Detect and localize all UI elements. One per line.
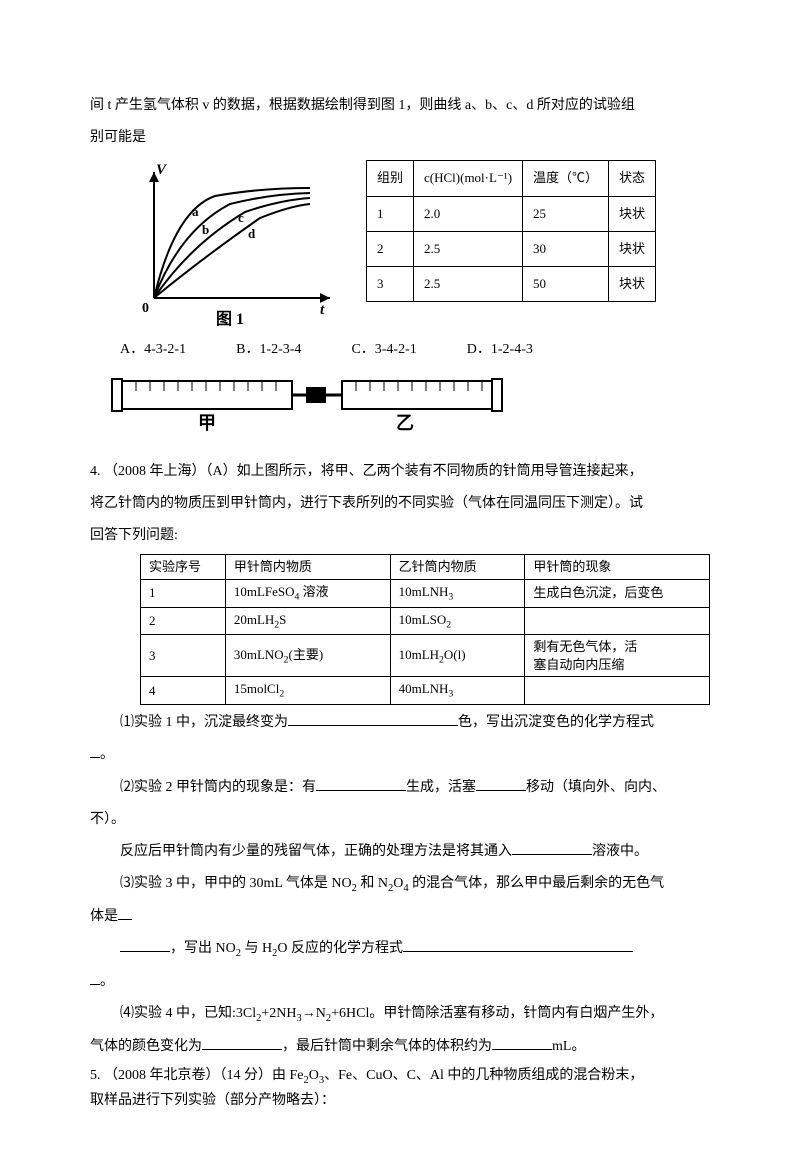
experiment-table: 实验序号 甲针筒内物质 乙针筒内物质 甲针筒的现象 1 10mLFeSO4 溶液… [140,554,710,705]
blank [403,937,633,952]
th-state: 状态 [609,161,656,196]
cell: 块状 [609,231,656,266]
eth: 乙针筒内物质 [390,555,525,580]
svg-text:乙: 乙 [396,413,414,433]
svg-text:V: V [156,162,168,178]
sub-q3b: 体是 [90,901,710,933]
blank [476,776,526,791]
sub-q3: ⑶实验 3 中，甲中的 30mL 气体是 NO2 和 N2O4 的混合气体，那么… [120,868,710,901]
th-temp: 温度（℃） [523,161,609,196]
svg-text:t: t [320,302,325,318]
cell: 2.5 [414,266,523,301]
cell: 2.0 [414,196,523,231]
cell: 3 [367,266,414,301]
txt: 气体的颜色变化为 [90,1039,202,1054]
cell: 块状 [609,196,656,231]
svg-text:0: 0 [142,301,149,316]
cell: 25 [523,196,609,231]
q4-line2: 将乙针筒内的物质压到甲针筒内，进行下表所列的不同实验（气体在同温同压下测定）。试 [90,488,710,520]
txt: ⑵实验 2 甲针筒内的现象是：有 [120,780,316,795]
cell [525,607,710,635]
syringe-figure: 甲 乙 [110,371,710,452]
intro-line2: 别可能是 [90,122,710,154]
cell: 剩有无色气体，活塞自动向内压缩 [525,635,710,677]
q5-line1: 5. （2008 年北京卷）（14 分）由 Fe2O3、Fe、CuO、C、Al … [90,1064,710,1090]
svg-text:b: b [202,222,209,237]
blank [202,1035,282,1050]
blank [120,937,170,952]
th-conc: c(HCl)(mol·L⁻¹) [414,161,523,196]
txt: 。 [100,974,114,989]
txt: ⑴实验 1 中，沉淀最终变为 [120,715,288,730]
eth: 实验序号 [141,555,226,580]
txt: 生成，活塞 [406,780,476,795]
sub-q2b: 不）。 [90,804,710,836]
txt: 。 [100,747,114,762]
cell: 3 [141,635,226,677]
option-c: C．3-4-2-1 [351,334,416,366]
cell: 40mLNH3 [390,677,525,705]
graph-figure: V t 0 a b c d 图 1 [120,160,348,328]
option-d: D．1-2-4-3 [467,334,533,366]
cell [525,677,710,705]
txt: 色，写出沉淀变色的化学方程式 [458,715,654,730]
q5-line2: 取样品进行下列实验（部分产物略去）： [90,1089,710,1113]
txt: 移动（填向外、向内、 [526,780,666,795]
data-table: 组别 c(HCl)(mol·L⁻¹) 温度（℃） 状态 1 2.0 25 块状 … [366,160,656,302]
blank [512,840,592,855]
sub-q1-end: 。 [90,739,710,771]
cell: 30mLNO2(主要) [225,635,390,677]
svg-text:图 1: 图 1 [216,310,244,328]
eth: 甲针筒内物质 [225,555,390,580]
cell: 2 [141,607,226,635]
sub-q2c: 反应后甲针筒内有少量的残留气体，正确的处理方法是将其通入 溶液中。 [120,836,710,868]
cell: 10mLSO2 [390,607,525,635]
blank [118,905,132,920]
cell: 4 [141,677,226,705]
sub-q4: ⑷实验 4 中，已知:3Cl2+2NH3→N2+6HCl。甲针筒除活塞有移动，针… [120,998,710,1031]
cell: 2.5 [414,231,523,266]
blank [90,970,100,985]
sub-q2: ⑵实验 2 甲针筒内的现象是：有 生成，活塞 移动（填向外、向内、 [120,772,710,804]
blank [492,1035,552,1050]
blank [316,776,406,791]
sub-q1: ⑴实验 1 中，沉淀最终变为 色，写出沉淀变色的化学方程式 [120,707,710,739]
txt: 溶液中。 [592,844,648,859]
sub-q4b: 气体的颜色变化为 ，最后针筒中剩余气体的体积约为 mL。 [90,1031,710,1063]
cell: 生成白色沉淀，后变色 [525,579,710,607]
blank [90,743,100,758]
eth: 甲针筒的现象 [525,555,710,580]
svg-text:a: a [192,204,199,219]
cell: 20mLH2S [225,607,390,635]
cell: 1 [141,579,226,607]
sub-q3d: 。 [90,966,710,998]
txt: 反应后甲针筒内有少量的残留气体，正确的处理方法是将其通入 [120,844,512,859]
cell: 1 [367,196,414,231]
txt: mL。 [552,1039,585,1054]
q4-line3: 回答下列问题: [90,520,710,552]
figure-row: V t 0 a b c d 图 1 组别 c(HCl)(mol·L⁻¹) 温度（… [120,160,710,328]
blank [288,711,458,726]
cell: 块状 [609,266,656,301]
cell: 30 [523,231,609,266]
cell: 10mLFeSO4 溶液 [225,579,390,607]
cell: 10mLNH3 [390,579,525,607]
txt: ，最后针筒中剩余气体的体积约为 [282,1039,492,1054]
cell: 10mLH2O(l) [390,635,525,677]
cell: 50 [523,266,609,301]
svg-text:甲: 甲 [198,413,216,433]
sub-q3c: ，写出 NO2 与 H2O 反应的化学方程式 [120,933,710,966]
intro-line1: 间 t 产生氢气体积 v 的数据，根据数据绘制得到图 1，则曲线 a、b、c、d… [90,90,710,122]
option-b: B．1-2-3-4 [236,334,301,366]
svg-text:c: c [238,210,244,225]
cell: 2 [367,231,414,266]
option-a: A．4-3-2-1 [120,334,186,366]
svg-text:d: d [248,226,256,241]
q4-line1: 4. （2008 年上海）（A）如上图所示，将甲、乙两个装有不同物质的针筒用导管… [90,456,710,488]
th-group: 组别 [367,161,414,196]
cell: 15molCl2 [225,677,390,705]
options-row: A．4-3-2-1 B．1-2-3-4 C．3-4-2-1 D．1-2-4-3 [120,334,710,366]
